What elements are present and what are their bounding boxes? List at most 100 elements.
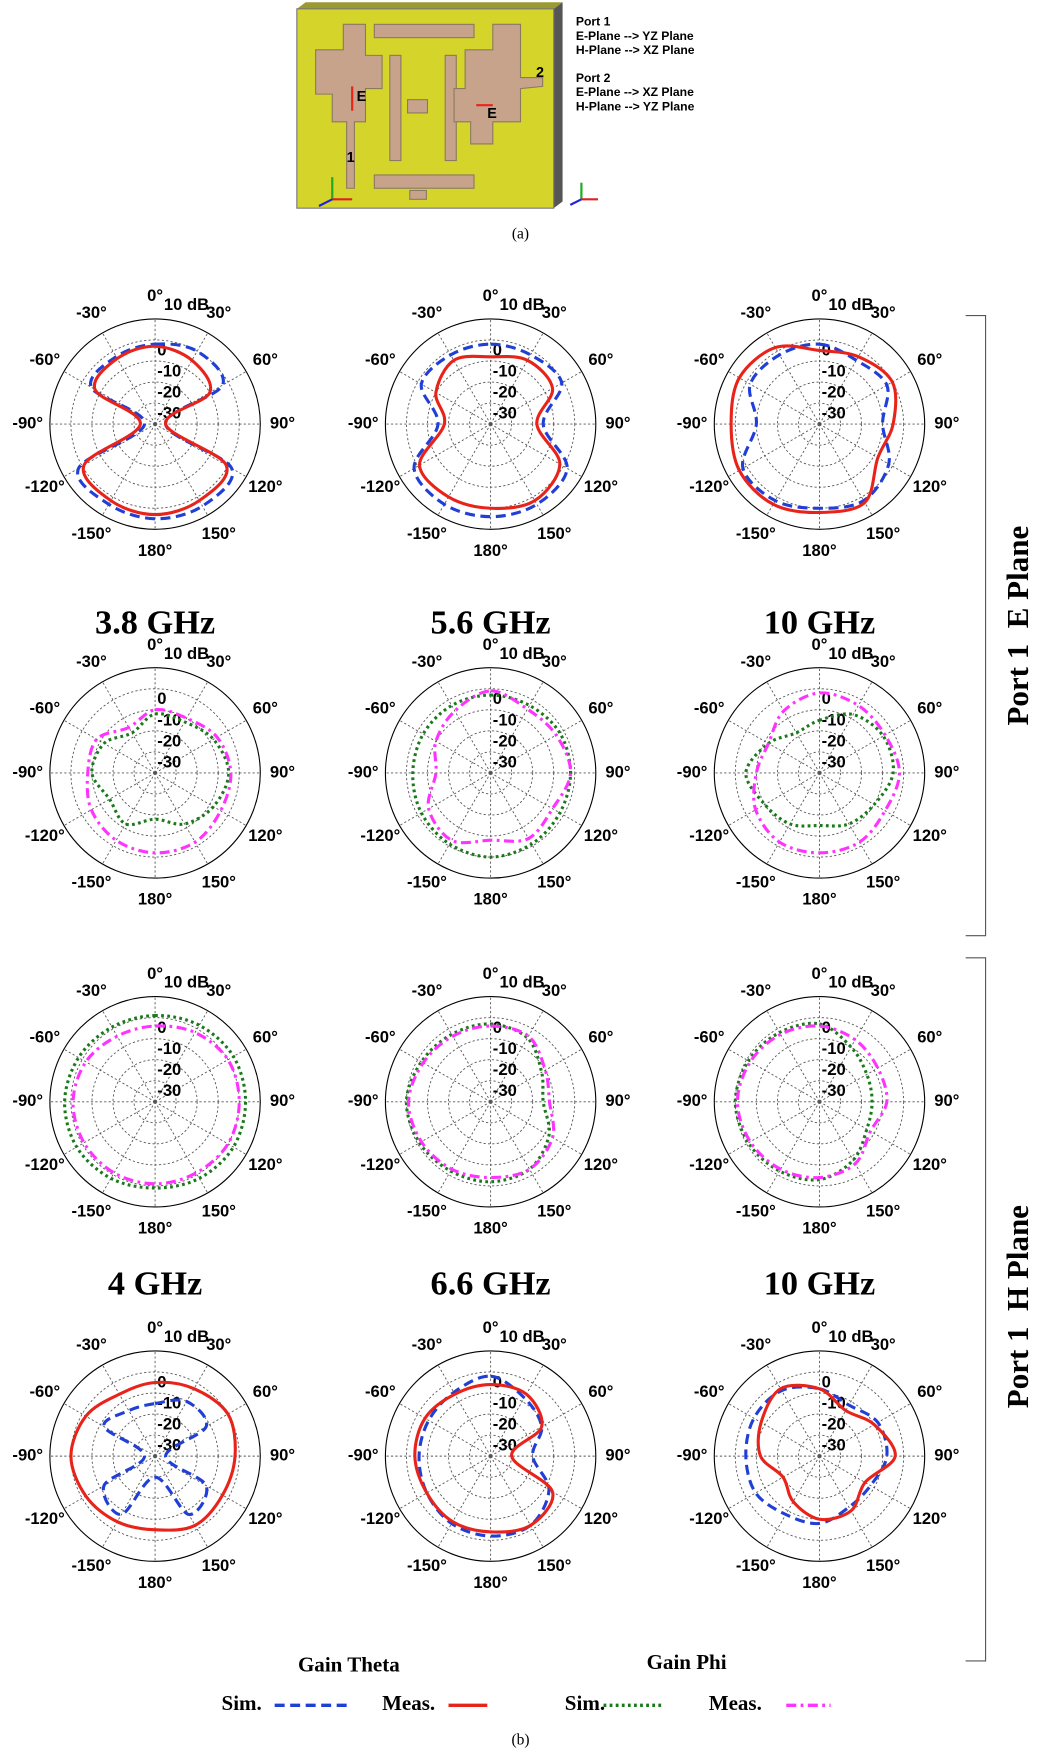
- theta-tick-label: -60°: [29, 1028, 60, 1047]
- r-tick-label: 0: [157, 689, 166, 708]
- theta-tick-label: -60°: [694, 1382, 725, 1401]
- theta-tick-label: -120°: [25, 477, 65, 496]
- r-tick-label: -10: [493, 1039, 517, 1058]
- theta-tick-label: -150°: [71, 524, 111, 543]
- radial-grid-line: [491, 1102, 582, 1155]
- theta-tick-label: 30°: [542, 981, 567, 1000]
- theta-tick-label: -120°: [25, 1155, 65, 1174]
- radial-grid-line: [728, 1456, 819, 1509]
- r-tick-label: 10 dB: [828, 973, 873, 992]
- theta-tick-label: 180°: [138, 541, 172, 560]
- theta-tick-label: 150°: [866, 524, 900, 543]
- r-tick-label: 10 dB: [828, 295, 873, 314]
- pattern-curve: [731, 346, 896, 513]
- polar-chart: 0°30°60°90°120°150°180°-150°-120°-90°-60…: [12, 286, 295, 641]
- legend-label: Meas.: [709, 1691, 762, 1715]
- theta-tick-label: -30°: [76, 1335, 107, 1354]
- theta-tick-label: 150°: [202, 1556, 236, 1575]
- theta-tick-label: 90°: [934, 1091, 959, 1110]
- theta-tick-label: -30°: [740, 303, 771, 322]
- theta-tick-label: -120°: [360, 1509, 400, 1528]
- theta-tick-label: 30°: [871, 303, 896, 322]
- r-tick-label: -30: [822, 1081, 846, 1100]
- polar-chart: 0°30°60°90°120°150°180°-150°-120°-90°-60…: [677, 286, 960, 641]
- theta-tick-label: 0°: [483, 286, 499, 305]
- theta-tick-label: -90°: [677, 413, 708, 432]
- r-tick-label: 0: [157, 1018, 166, 1037]
- polar-chart: 0°30°60°90°120°150°180°-150°-120°-90°-60…: [348, 635, 631, 909]
- marker: E: [357, 89, 367, 105]
- polar-chart: 0°30°60°90°120°150°180°-150°-120°-90°-60…: [12, 1318, 295, 1592]
- theta-tick-label: -30°: [412, 1335, 443, 1354]
- theta-tick-label: -60°: [29, 350, 60, 369]
- theta-tick-label: 150°: [537, 1556, 571, 1575]
- marker: 1: [347, 150, 355, 166]
- theta-tick-label: -60°: [365, 699, 396, 718]
- polar-chart: 0°30°60°90°120°150°180°-150°-120°-90°-60…: [677, 635, 960, 909]
- theta-tick-label: 30°: [542, 652, 567, 671]
- theta-tick-label: -60°: [29, 1382, 60, 1401]
- theta-tick-label: 60°: [917, 350, 942, 369]
- theta-tick-label: 0°: [812, 635, 828, 654]
- marker: E: [487, 106, 497, 122]
- theta-tick-label: 30°: [206, 652, 231, 671]
- caption: (a): [512, 225, 529, 242]
- theta-tick-label: -30°: [412, 981, 443, 1000]
- theta-tick-label: 30°: [542, 303, 567, 322]
- theta-tick-label: 60°: [588, 350, 613, 369]
- theta-tick-label: 0°: [812, 286, 828, 305]
- theta-tick-label: 150°: [202, 524, 236, 543]
- r-tick-label: 10 dB: [499, 295, 544, 314]
- radial-grid-line: [155, 1456, 208, 1547]
- radial-grid-line: [155, 1456, 246, 1509]
- theta-tick-label: 90°: [270, 413, 295, 432]
- theta-tick-label: 150°: [537, 524, 571, 543]
- legend-group: Gain Phi: [647, 1650, 727, 1674]
- theta-tick-label: -150°: [736, 1556, 776, 1575]
- theta-tick-label: 90°: [270, 1091, 295, 1110]
- theta-tick-label: 0°: [147, 964, 163, 983]
- r-tick-label: -20: [157, 382, 181, 401]
- radial-grid-line: [438, 1456, 491, 1547]
- r-tick-label: -10: [822, 710, 846, 729]
- r-tick-label: 10 dB: [164, 644, 209, 663]
- radial-grid-line: [438, 424, 491, 515]
- r-tick-label: -30: [822, 404, 846, 423]
- r-tick-label: -20: [157, 1060, 181, 1079]
- bracket: [966, 958, 986, 1661]
- chart-title: 10 GHz: [764, 1265, 876, 1303]
- theta-tick-label: -90°: [348, 1446, 379, 1465]
- polar-chart: 0°30°60°90°120°150°180°-150°-120°-90°-60…: [12, 635, 295, 909]
- theta-tick-label: 150°: [537, 1201, 571, 1220]
- theta-tick-label: 60°: [917, 1028, 942, 1047]
- radial-grid-line: [767, 773, 820, 864]
- radial-grid-line: [819, 773, 910, 826]
- theta-tick-label: -90°: [677, 1446, 708, 1465]
- caption: (b): [511, 1731, 529, 1748]
- theta-tick-label: 60°: [588, 1382, 613, 1401]
- r-tick-label: -30: [493, 752, 517, 771]
- theta-tick-label: -90°: [348, 1091, 379, 1110]
- theta-tick-label: -120°: [360, 477, 400, 496]
- radial-grid-line: [819, 773, 872, 864]
- polar-chart: 0°30°60°90°120°150°180°-150°-120°-90°-60…: [12, 964, 295, 1303]
- theta-tick-label: -60°: [694, 699, 725, 718]
- r-tick-label: 10 dB: [828, 644, 873, 663]
- theta-tick-label: 90°: [605, 413, 630, 432]
- radial-grid-line: [438, 333, 491, 424]
- theta-tick-label: 30°: [206, 981, 231, 1000]
- theta-tick-label: 60°: [588, 699, 613, 718]
- theta-tick-label: 150°: [866, 873, 900, 892]
- board-edge: [297, 2, 563, 9]
- theta-tick-label: -60°: [694, 1028, 725, 1047]
- r-tick-label: -10: [493, 1393, 517, 1412]
- radial-grid-line: [438, 1102, 491, 1193]
- r-tick-label: -10: [157, 361, 181, 380]
- theta-tick-label: -60°: [365, 350, 396, 369]
- theta-tick-label: 120°: [913, 477, 947, 496]
- theta-tick-label: 30°: [871, 652, 896, 671]
- polar-chart: 0°30°60°90°120°150°180°-150°-120°-90°-60…: [348, 286, 631, 641]
- radial-grid-line: [155, 773, 208, 864]
- antenna-layout: E E 1 2 Port 1 E-Plane --> YZ Plane H-Pl…: [297, 2, 695, 208]
- r-tick-label: -10: [157, 1039, 181, 1058]
